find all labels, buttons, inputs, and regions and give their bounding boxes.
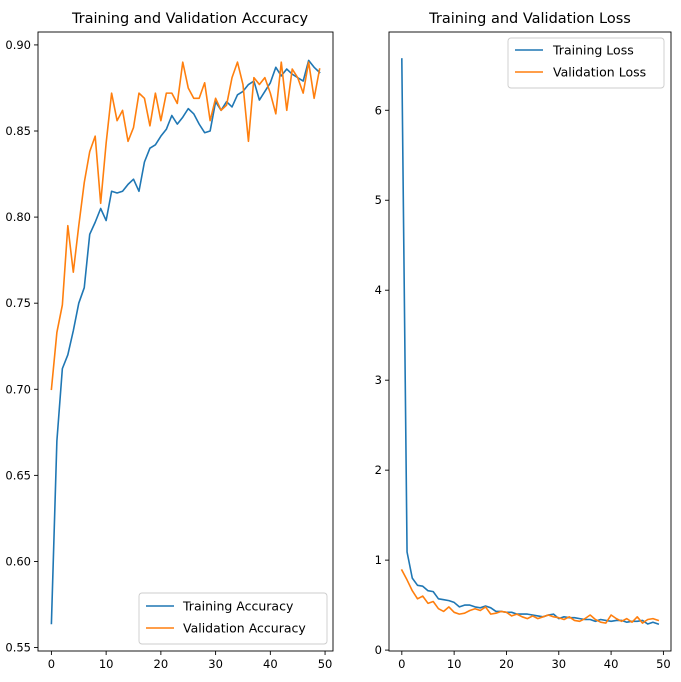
loss-x-tick-label: 40 xyxy=(604,657,619,671)
loss-legend: Training Loss Validation Loss xyxy=(507,37,665,89)
loss-y-axis: 0 1 2 3 4 5 6 xyxy=(375,103,389,657)
accuracy-legend-box xyxy=(138,592,328,645)
accuracy-legend-label-validation: Validation Accuracy xyxy=(183,621,306,636)
loss-series-validation-line xyxy=(400,568,660,624)
accuracy-y-tick-label: 0.60 xyxy=(5,554,31,568)
accuracy-legend: Training Accuracy Validation Accuracy xyxy=(138,592,328,645)
loss-x-tick-label: 0 xyxy=(398,657,405,671)
accuracy-legend-label-training: Training Accuracy xyxy=(182,599,294,614)
accuracy-series-validation-line xyxy=(50,61,321,391)
loss-legend-label-training: Training Loss xyxy=(552,43,634,58)
loss-axes-frame xyxy=(388,31,672,652)
accuracy-plot-area xyxy=(50,59,321,625)
loss-y-tick-label: 1 xyxy=(375,553,382,567)
loss-series-training-line xyxy=(401,58,660,626)
accuracy-y-tick-label: 0.70 xyxy=(5,382,31,396)
accuracy-subplot: Training and Validation Accuracy 0 10 20 30… xyxy=(5,11,334,671)
accuracy-x-tick-label: 0 xyxy=(48,657,55,671)
loss-y-tick-label: 5 xyxy=(375,193,382,207)
loss-legend-label-validation: Validation Loss xyxy=(553,65,646,80)
accuracy-series-training-line xyxy=(50,59,321,625)
loss-y-tick-label: 4 xyxy=(375,283,382,297)
loss-y-tick-label: 6 xyxy=(375,103,382,117)
accuracy-x-tick-label: 20 xyxy=(154,657,169,671)
accuracy-chart-title: Training and Validation Accuracy xyxy=(71,11,309,27)
accuracy-y-axis: 0.55 0.60 0.65 0.70 0.75 0.80 0.85 0.90 xyxy=(5,38,38,655)
accuracy-y-tick-label: 0.90 xyxy=(5,38,31,52)
accuracy-x-tick-label: 10 xyxy=(99,657,114,671)
accuracy-x-tick-label: 40 xyxy=(263,657,278,671)
loss-plot-area xyxy=(400,58,660,626)
loss-x-tick-label: 50 xyxy=(656,657,671,671)
accuracy-y-tick-label: 0.85 xyxy=(5,124,31,138)
loss-y-tick-label: 3 xyxy=(375,373,382,387)
accuracy-x-axis: 0 10 20 30 40 50 xyxy=(48,651,333,671)
loss-x-tick-label: 20 xyxy=(499,657,514,671)
loss-y-tick-label: 0 xyxy=(375,643,382,657)
loss-chart-title: Training and Validation Loss xyxy=(428,11,631,27)
loss-legend-box xyxy=(507,37,665,89)
loss-subplot: Training and Validation Loss 0 10 20 30 40 50… xyxy=(375,11,672,671)
accuracy-y-tick-label: 0.80 xyxy=(5,210,31,224)
accuracy-y-tick-label: 0.55 xyxy=(5,641,31,655)
accuracy-y-tick-label: 0.75 xyxy=(5,296,31,310)
accuracy-y-tick-label: 0.65 xyxy=(5,468,31,482)
loss-x-tick-label: 10 xyxy=(447,657,462,671)
accuracy-axes-frame xyxy=(37,31,334,652)
loss-x-axis: 0 10 20 30 40 50 xyxy=(398,651,671,671)
accuracy-x-tick-label: 30 xyxy=(208,657,223,671)
loss-x-tick-label: 30 xyxy=(551,657,566,671)
loss-y-tick-label: 2 xyxy=(375,463,382,477)
accuracy-x-tick-label: 50 xyxy=(318,657,333,671)
